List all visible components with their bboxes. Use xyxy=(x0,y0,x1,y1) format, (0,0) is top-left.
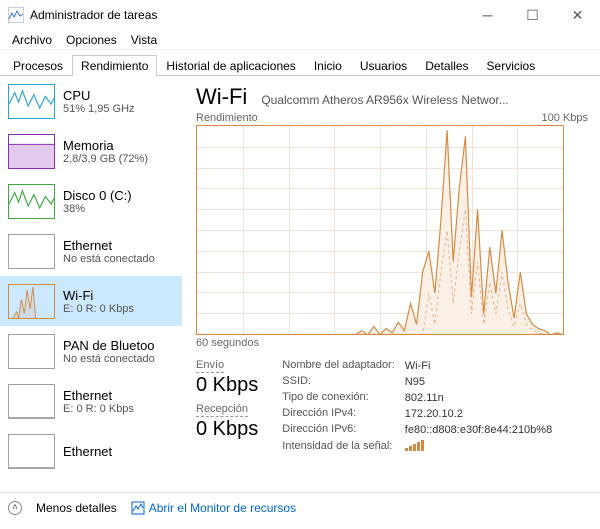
tab-details[interactable]: Detalles xyxy=(416,55,477,76)
mini-graph xyxy=(8,284,55,319)
content-area: CPU51% 1,95 GHzMemoria2,8/3,9 GB (72%)Di… xyxy=(0,76,600,492)
menu-options[interactable]: Opciones xyxy=(60,31,123,49)
chart-label-right: 100 Kbps xyxy=(542,112,588,124)
signal-strength-icon xyxy=(405,439,424,451)
mini-graph xyxy=(8,434,55,469)
sidebar-item-ethernet[interactable]: EthernetNo está conectado xyxy=(0,226,182,276)
sidebar-item-sublabel: E: 0 R: 0 Kbps xyxy=(63,403,134,415)
sidebar-item-cpu[interactable]: CPU51% 1,95 GHz xyxy=(0,76,182,126)
tab-processes[interactable]: Procesos xyxy=(4,55,72,76)
sidebar-item-label: Disco 0 (C:) xyxy=(63,188,132,203)
tab-app-history[interactable]: Historial de aplicaciones xyxy=(157,55,304,76)
menu-view[interactable]: Vista xyxy=(125,31,163,49)
mini-graph xyxy=(8,134,55,169)
window-title: Administrador de tareas xyxy=(30,8,157,22)
sidebar-item-ethernet[interactable]: EthernetE: 0 R: 0 Kbps xyxy=(0,376,182,426)
tab-services[interactable]: Servicios xyxy=(478,55,545,76)
minimize-button[interactable]: ─ xyxy=(465,0,510,30)
sidebar-item-label: PAN de Bluetoo xyxy=(63,338,155,353)
chart-x-label: 60 segundos xyxy=(196,337,588,349)
mini-graph xyxy=(8,234,55,269)
resource-sidebar[interactable]: CPU51% 1,95 GHzMemoria2,8/3,9 GB (72%)Di… xyxy=(0,76,182,492)
adapter-name: Qualcomm Atheros AR956x Wireless Networ.… xyxy=(261,93,508,107)
main-panel: Wi-Fi Qualcomm Atheros AR956x Wireless N… xyxy=(182,76,600,492)
sidebar-item-label: Ethernet xyxy=(63,444,112,459)
connection-details: Nombre del adaptador:Wi-Fi SSID:N95 Tipo… xyxy=(280,357,554,456)
sidebar-item-label: Wi-Fi xyxy=(63,288,134,303)
sidebar-item-disco-0-c-[interactable]: Disco 0 (C:)38% xyxy=(0,176,182,226)
sidebar-item-sublabel: No está conectado xyxy=(63,253,155,265)
sidebar-item-sublabel: 38% xyxy=(63,203,132,215)
send-label: Envío xyxy=(196,359,224,373)
sidebar-item-wi-fi[interactable]: Wi-FiE: 0 R: 0 Kbps xyxy=(0,276,182,326)
mini-graph xyxy=(8,184,55,219)
recv-label: Recepción xyxy=(196,403,248,417)
fewer-details-icon[interactable]: ˄ xyxy=(8,501,22,515)
sidebar-item-sublabel: E: 0 R: 0 Kbps xyxy=(63,303,134,315)
fewer-details-link[interactable]: Menos detalles xyxy=(36,501,117,515)
menu-bar: Archivo Opciones Vista xyxy=(0,30,600,50)
mini-graph xyxy=(8,84,55,119)
title-bar: Administrador de tareas ─ ☐ ✕ xyxy=(0,0,600,30)
resource-monitor-link[interactable]: Abrir el Monitor de recursos xyxy=(131,501,296,515)
chart-label-left: Rendimiento xyxy=(196,112,258,124)
footer-bar: ˄ Menos detalles Abrir el Monitor de rec… xyxy=(0,492,600,522)
tab-bar: Procesos Rendimiento Historial de aplica… xyxy=(0,50,600,76)
sidebar-item-label: Memoria xyxy=(63,138,148,153)
resource-title: Wi-Fi xyxy=(196,84,247,110)
sidebar-item-memoria[interactable]: Memoria2,8/3,9 GB (72%) xyxy=(0,126,182,176)
tab-startup[interactable]: Inicio xyxy=(305,55,351,76)
sidebar-item-label: Ethernet xyxy=(63,238,155,253)
sidebar-item-sublabel: No está conectado xyxy=(63,353,155,365)
app-icon xyxy=(8,7,24,23)
sidebar-item-pan-de-bluetoo[interactable]: PAN de BluetooNo está conectado xyxy=(0,326,182,376)
mini-graph xyxy=(8,334,55,369)
send-value: 0 Kbps xyxy=(196,374,258,397)
close-button[interactable]: ✕ xyxy=(555,0,600,30)
tab-performance[interactable]: Rendimiento xyxy=(72,55,157,76)
sidebar-item-sublabel: 2,8/3,9 GB (72%) xyxy=(63,153,148,165)
maximize-button[interactable]: ☐ xyxy=(510,0,555,30)
throughput-chart xyxy=(196,125,564,335)
sidebar-item-label: CPU xyxy=(63,88,135,103)
menu-file[interactable]: Archivo xyxy=(6,31,58,49)
sidebar-item-sublabel: 51% 1,95 GHz xyxy=(63,103,135,115)
resmon-icon xyxy=(131,501,145,515)
window-controls: ─ ☐ ✕ xyxy=(465,0,600,30)
tab-users[interactable]: Usuarios xyxy=(351,55,416,76)
recv-value: 0 Kbps xyxy=(196,418,258,441)
sidebar-item-label: Ethernet xyxy=(63,388,134,403)
mini-graph xyxy=(8,384,55,419)
sidebar-item-ethernet[interactable]: Ethernet xyxy=(0,426,182,476)
